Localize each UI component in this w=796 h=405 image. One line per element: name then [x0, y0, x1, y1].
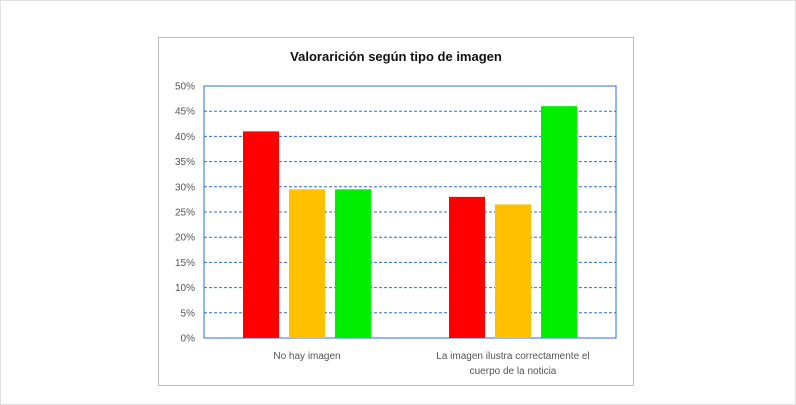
y-tick-label: 15% [175, 258, 195, 269]
y-tick-label: 35% [175, 157, 195, 168]
bar-series-3-category-2 [541, 106, 577, 338]
y-tick-labels: 0% 5% 10% 15% 20% 25% 30% 35% 40% 45% 50% [175, 82, 195, 345]
y-tick-label: 50% [175, 82, 195, 93]
category-label: No hay imagen [273, 351, 340, 362]
y-tick-label: 30% [175, 182, 195, 193]
grid-lines [204, 110, 616, 314]
bar-series-3-category-1 [335, 189, 371, 338]
bar-series-1-category-1 [243, 131, 279, 338]
bar-series-1-category-2 [449, 196, 485, 338]
bar-series-2-category-1 [289, 189, 325, 338]
y-tick-label: 20% [175, 233, 195, 244]
category-label: cuerpo de la noticia [470, 366, 557, 377]
category-label: La imagen ilustra correctamente el [436, 351, 589, 362]
category-labels: No hay imagen La imagen ilustra correctam… [273, 351, 589, 377]
y-tick-label: 40% [175, 132, 195, 143]
chart-title: Valorarición según tipo de imagen [290, 49, 502, 64]
y-tick-label: 45% [175, 107, 195, 118]
bars [243, 106, 577, 338]
y-tick-label: 10% [175, 283, 195, 294]
y-tick-label: 5% [181, 308, 196, 319]
y-tick-label: 25% [175, 208, 195, 219]
bar-series-2-category-2 [495, 204, 531, 338]
y-tick-label: 0% [181, 334, 196, 345]
